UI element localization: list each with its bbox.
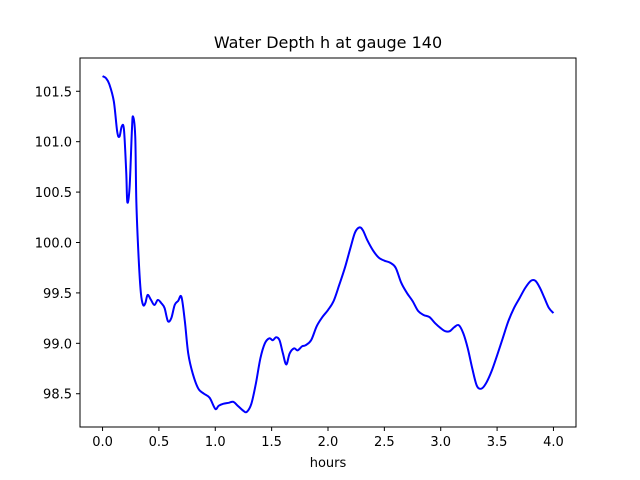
x-axis: 0.0 0.5 1.0 1.5 2.0 2.5 3.0 3.5 4.0 bbox=[92, 427, 564, 450]
y-tick-label: 100.0 bbox=[35, 237, 72, 252]
x-tick-label: 0.5 bbox=[149, 435, 170, 450]
chart-title: Water Depth h at gauge 140 bbox=[214, 33, 442, 52]
y-tick-label: 99.0 bbox=[43, 337, 72, 352]
y-tick-label: 98.5 bbox=[43, 388, 72, 403]
y-tick-label: 101.0 bbox=[35, 136, 72, 151]
x-tick-label: 3.5 bbox=[487, 435, 508, 450]
y-tick-label: 99.5 bbox=[43, 287, 72, 302]
x-tick-label: 4.0 bbox=[543, 435, 564, 450]
y-axis: 98.5 99.0 99.5 100.0 100.5 101.0 101.5 bbox=[35, 85, 80, 403]
x-tick-label: 1.0 bbox=[205, 435, 226, 450]
x-tick-label: 2.0 bbox=[318, 435, 339, 450]
series-line-0 bbox=[102, 75, 555, 414]
series-layer bbox=[102, 75, 555, 414]
y-tick-label: 101.5 bbox=[35, 85, 72, 100]
x-tick-label: 3.0 bbox=[430, 435, 451, 450]
x-tick-label: 1.5 bbox=[261, 435, 282, 450]
x-axis-label: hours bbox=[310, 456, 347, 471]
y-tick-label: 100.5 bbox=[35, 186, 72, 201]
x-tick-label: 0.0 bbox=[92, 435, 113, 450]
x-tick-label: 2.5 bbox=[374, 435, 395, 450]
